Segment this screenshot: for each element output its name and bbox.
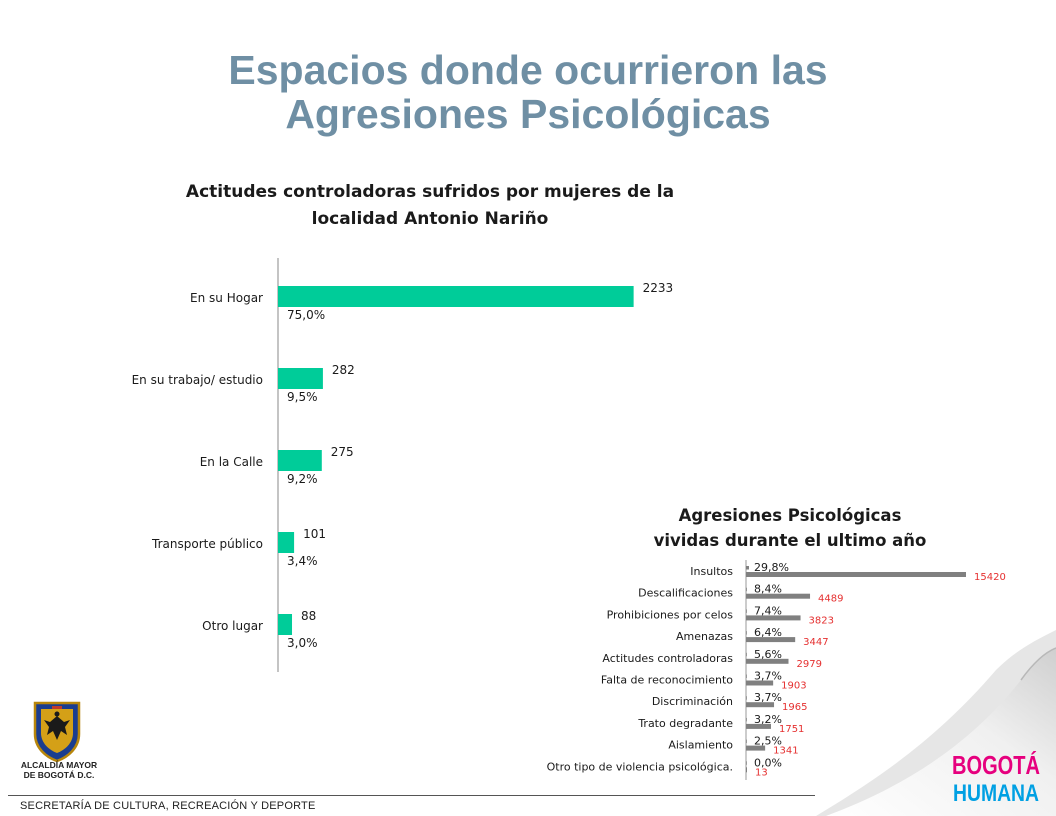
- chart2-count-bar: [746, 702, 775, 708]
- chart1-title-line-2: localidad Antonio Nariño: [311, 209, 549, 229]
- chart2-category-label: Falta de reconocimiento: [601, 674, 733, 687]
- bogota-coat-of-arms-icon: [33, 701, 81, 762]
- chart2-percent-label: 3,7%: [754, 670, 782, 683]
- chart1-value-label: 282: [332, 363, 355, 377]
- chart2-percent-bar: [746, 696, 747, 700]
- chart2-count-label: 3447: [803, 637, 828, 648]
- chart2-count-bar: [746, 680, 774, 686]
- bogota-humana-logo: BOGOTÁ HUMANA: [952, 750, 1040, 804]
- chart1-bar: [278, 614, 293, 635]
- chart2-category-label: Discriminación: [652, 695, 733, 708]
- chart2-count-bar: [746, 593, 811, 599]
- chart2-percent-bar: [746, 587, 747, 592]
- chart2-count-bar: [746, 658, 789, 664]
- slide-title-line-2: Agresiones Psicológicas: [285, 91, 771, 137]
- chart2-count-bar: [746, 572, 966, 577]
- chart2-percent-label: 0,0%: [754, 756, 782, 769]
- chart2-percent-bar: [746, 566, 749, 570]
- chart1-category-label: En la Calle: [200, 455, 263, 469]
- chart1-category-label: En su Hogar: [190, 291, 263, 305]
- chart2-category-label: Otro tipo de violencia psicológica.: [547, 760, 733, 773]
- chart1-value-label: 275: [331, 445, 354, 459]
- chart1-title: Actitudes controladoras sufridos por muj…: [100, 179, 760, 233]
- chart1-category-label: En su trabajo/ estudio: [132, 373, 263, 387]
- chart2-count-label: 1341: [773, 746, 798, 757]
- chart2-count-bar: [746, 615, 801, 621]
- chart2-count-label: 1751: [779, 724, 804, 735]
- chart2-category-label: Actitudes controladoras: [602, 652, 733, 665]
- chart1-value-label: 101: [303, 527, 326, 541]
- logo-line-2: HUMANA: [953, 780, 1039, 804]
- chart2-count-label: 1903: [781, 681, 806, 692]
- chart2-category-label: Trato degradante: [637, 717, 733, 730]
- chart1-value-label: 2233: [643, 281, 674, 295]
- chart2-percent-bar: [746, 631, 747, 635]
- chart2-count-label: 13: [755, 767, 768, 778]
- chart1-bar: [278, 368, 323, 389]
- chart2-count-bar: [746, 637, 796, 643]
- chart2-percent-bar: [746, 674, 747, 678]
- chart2-percent-label: 3,2%: [754, 713, 782, 726]
- chart1-percent-label: 9,5%: [287, 390, 318, 404]
- chart2-category-label: Prohibiciones por celos: [607, 608, 734, 621]
- chart2-count-label: 1965: [782, 702, 807, 713]
- chart1-percent-label: 9,2%: [287, 472, 318, 486]
- seal-caption-line-1: ALCALDÍA MAYOR: [20, 760, 98, 770]
- page-curl-decoration: [816, 630, 1056, 816]
- chart2-percent-label: 2,5%: [754, 735, 782, 748]
- chart1-title-line-1: Actitudes controladoras sufridos por muj…: [185, 182, 675, 202]
- seal-caption: ALCALDÍA MAYOR DE BOGOTÁ D.C.: [6, 760, 112, 780]
- chart1-percent-label: 3,0%: [287, 636, 318, 650]
- chart2-percent-bar: [746, 652, 747, 657]
- chart2-count-label: 2979: [797, 659, 822, 670]
- chart2-category-label: Aislamiento: [668, 739, 733, 752]
- chart1-bar: [278, 286, 634, 307]
- chart1-bar: [278, 532, 295, 553]
- footer-text: SECRETARÍA DE CULTURA, RECREACIÓN Y DEPO…: [20, 800, 316, 812]
- seal-caption-line-2: DE BOGOTÁ D.C.: [23, 770, 95, 780]
- chart2-percent-bar: [746, 761, 747, 765]
- slide-title: Espacios donde ocurrieron las Agresiones…: [0, 48, 1056, 136]
- chart2-title-line-2: vividas durante el ultimo año: [653, 531, 927, 550]
- chart1-category-label: Transporte público: [151, 537, 263, 551]
- chart2-category-label: Insultos: [690, 565, 733, 578]
- chart2-percent-label: 29,8%: [754, 561, 789, 574]
- chart2-percent-label: 6,4%: [754, 626, 782, 639]
- chart2-count-label: 4489: [818, 594, 843, 605]
- footer-divider: [8, 795, 815, 796]
- chart1-percent-label: 3,4%: [287, 554, 318, 568]
- chart1-category-label: Otro lugar: [202, 619, 263, 633]
- slide-title-line-1: Espacios donde ocurrieron las: [228, 47, 828, 93]
- chart2-percent-label: 5,6%: [754, 648, 782, 661]
- chart2-count-label: 3823: [809, 615, 834, 626]
- chart2-count-bar: [746, 723, 771, 729]
- chart1-percent-label: 75,0%: [287, 308, 325, 322]
- chart2-count-label: 15420: [974, 572, 1006, 583]
- chart2-percent-label: 7,4%: [754, 604, 782, 617]
- chart1-bar: [278, 450, 322, 471]
- chart2-category-label: Amenazas: [676, 630, 733, 643]
- chart2-percent-label: 3,7%: [754, 691, 782, 704]
- chart1-value-label: 88: [301, 609, 316, 623]
- chart2-category-label: Descalificaciones: [638, 587, 733, 600]
- chart2-percent-bar: [746, 609, 747, 613]
- chart2-percent-bar: [746, 717, 747, 722]
- chart2-title: Agresiones Psicológicas vividas durante …: [600, 503, 980, 553]
- chart2-percent-bar: [746, 739, 747, 744]
- chart2-title-line-1: Agresiones Psicológicas: [678, 506, 902, 525]
- logo-line-1: BOGOTÁ: [952, 750, 1040, 780]
- chart2-percent-label: 8,4%: [754, 583, 782, 596]
- chart2-count-bar: [746, 745, 766, 751]
- chart2-count-bar: [746, 767, 747, 773]
